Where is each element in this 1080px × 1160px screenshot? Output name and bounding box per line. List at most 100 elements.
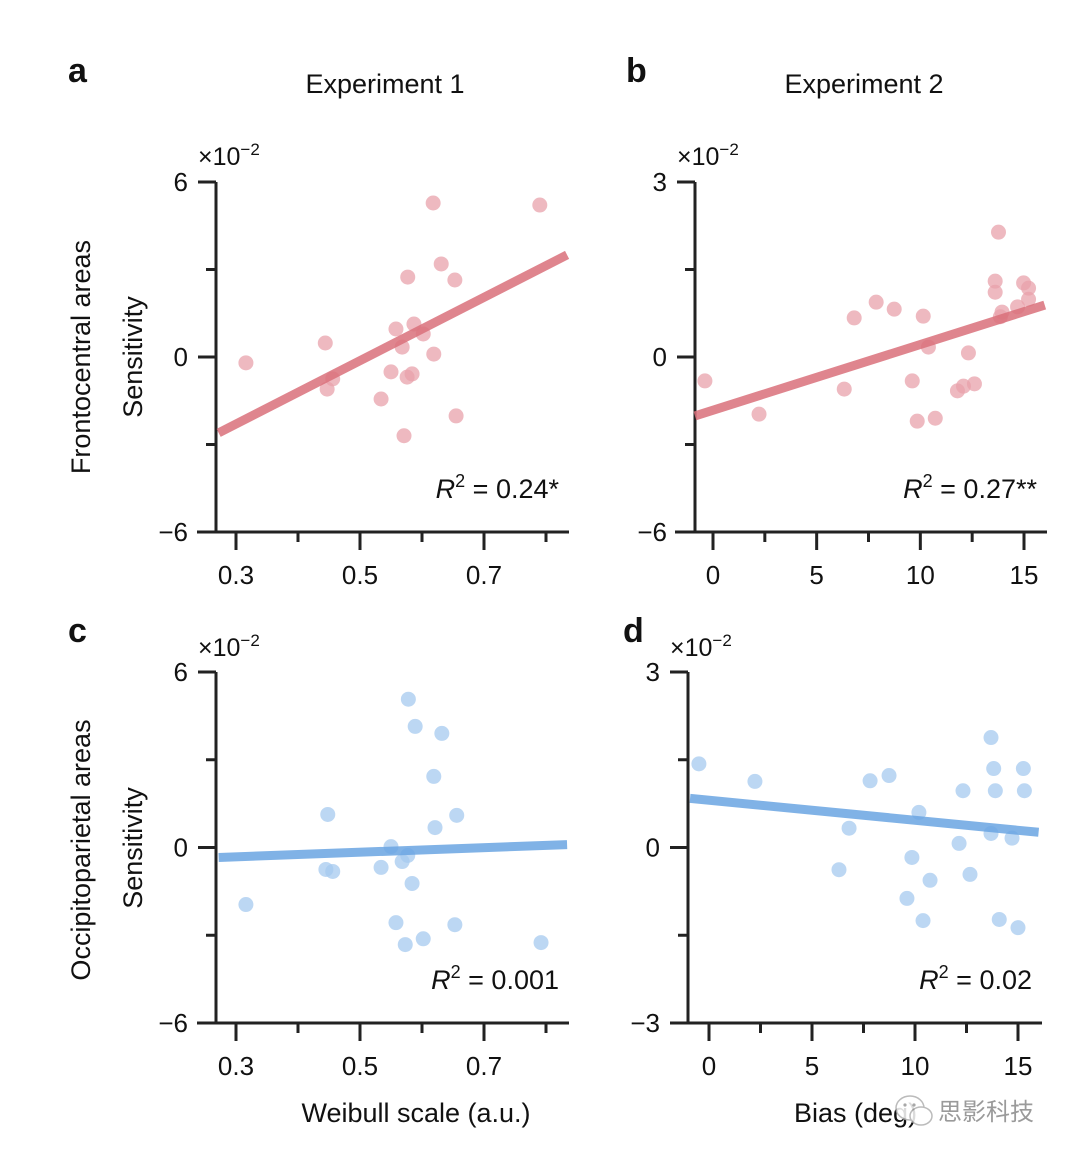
xlabel-weibull-scale: Weibull scale (a.u.) [301, 1098, 530, 1128]
r-squared-value: = 0.02 [949, 965, 1032, 995]
data-point [836, 381, 852, 397]
r-squared-value: = 0.24* [465, 474, 559, 504]
r-squared-annotation: R2 = 0.02 [919, 962, 1032, 995]
data-point [962, 866, 978, 882]
r-superscript: 2 [451, 962, 461, 982]
data-point [238, 355, 254, 371]
regression-line [216, 250, 570, 437]
data-point [317, 335, 333, 351]
data-point [373, 391, 389, 407]
data-point [991, 911, 1007, 927]
scatter-points [238, 691, 549, 953]
y-exponent-superscript: −2 [719, 140, 738, 159]
column-title-experiment-1: Experiment 1 [305, 69, 464, 99]
data-point [404, 366, 420, 382]
y-tick-label: 0 [174, 833, 188, 863]
y-tick-label: 0 [653, 342, 667, 372]
data-point [396, 428, 412, 444]
y-tick-label: −3 [630, 1008, 660, 1038]
panel-a: a ×10−2 6 0 −6 0.3 0.5 0.7 R2 = 0.24* [68, 52, 570, 590]
scatter-points [691, 730, 1032, 936]
data-point [831, 862, 847, 878]
data-point [846, 310, 862, 326]
data-point [433, 256, 449, 272]
y-tick-label: 6 [174, 657, 188, 687]
data-point [868, 294, 884, 310]
data-point [325, 863, 341, 879]
data-point [447, 917, 463, 933]
data-point [1021, 291, 1037, 307]
data-point [986, 761, 1002, 777]
data-point [747, 773, 763, 789]
r-squared-value: = 0.001 [461, 965, 559, 995]
data-point [915, 913, 931, 929]
y-tick-label: 6 [174, 167, 188, 197]
data-point [1016, 783, 1032, 799]
x-tick-label: 0 [702, 1051, 716, 1081]
y-tick-label: −6 [158, 517, 188, 547]
data-point [983, 730, 999, 746]
y-exponent-superscript: −2 [240, 140, 259, 159]
y-tick-label: 0 [174, 342, 188, 372]
y-tick-label: −6 [637, 517, 667, 547]
column-title-experiment-2: Experiment 2 [784, 69, 943, 99]
row-label-occipitoparietal: Occipitoparietal areas [66, 719, 96, 980]
data-point [899, 890, 915, 906]
panel-b: b ×10−2 3 0 −6 0 5 10 15 R2 = 0.27** [626, 52, 1047, 590]
y-exponent-label: ×10−2 [198, 140, 260, 171]
data-point [448, 408, 464, 424]
data-point [881, 768, 897, 784]
panel-letter-d: d [623, 612, 644, 650]
wechat-logo-icon [895, 1095, 933, 1126]
data-point [400, 691, 416, 707]
data-point [383, 364, 399, 380]
data-point [691, 756, 707, 772]
y-exponent-label: ×10−2 [677, 140, 739, 171]
data-point [751, 406, 767, 422]
x-tick-label: 0 [706, 560, 720, 590]
data-point [987, 284, 1003, 300]
data-point [955, 783, 971, 799]
data-point [407, 718, 423, 734]
r-squared-annotation: R2 = 0.24* [436, 471, 560, 504]
data-point [904, 373, 920, 389]
data-point [987, 273, 1003, 289]
data-point [238, 897, 254, 913]
data-point [841, 820, 857, 836]
regression-line [689, 793, 1040, 837]
y-tick-label: 0 [646, 833, 660, 863]
x-tick-label: 0.3 [218, 1051, 254, 1081]
x-tick-label: 5 [809, 560, 823, 590]
data-point [862, 773, 878, 789]
watermark-text: 思影科技 [938, 1098, 1034, 1126]
y-tick-label: 3 [653, 167, 667, 197]
scatter-points [238, 195, 548, 444]
data-point [373, 859, 389, 875]
data-point [697, 373, 713, 389]
data-point [388, 915, 404, 931]
data-point [533, 935, 549, 951]
data-point [951, 835, 967, 851]
x-tick-label: 10 [901, 1051, 930, 1081]
data-point [1021, 280, 1037, 296]
data-point [394, 854, 410, 870]
data-point [987, 783, 1003, 799]
data-point [425, 195, 441, 211]
panel-letter-a: a [68, 52, 88, 90]
data-point [904, 849, 920, 865]
data-point [415, 931, 431, 947]
data-point [909, 413, 925, 429]
data-point [449, 807, 465, 823]
data-point [400, 269, 416, 285]
data-point [886, 301, 902, 317]
x-tick-label: 15 [1010, 560, 1039, 590]
data-point [426, 346, 442, 362]
r-symbol: R [919, 965, 939, 995]
data-point [434, 725, 450, 741]
data-point [388, 321, 404, 337]
data-point [397, 937, 413, 953]
data-point [447, 272, 463, 288]
r-superscript: 2 [923, 471, 933, 491]
y-exponent-label: ×10−2 [198, 631, 260, 662]
